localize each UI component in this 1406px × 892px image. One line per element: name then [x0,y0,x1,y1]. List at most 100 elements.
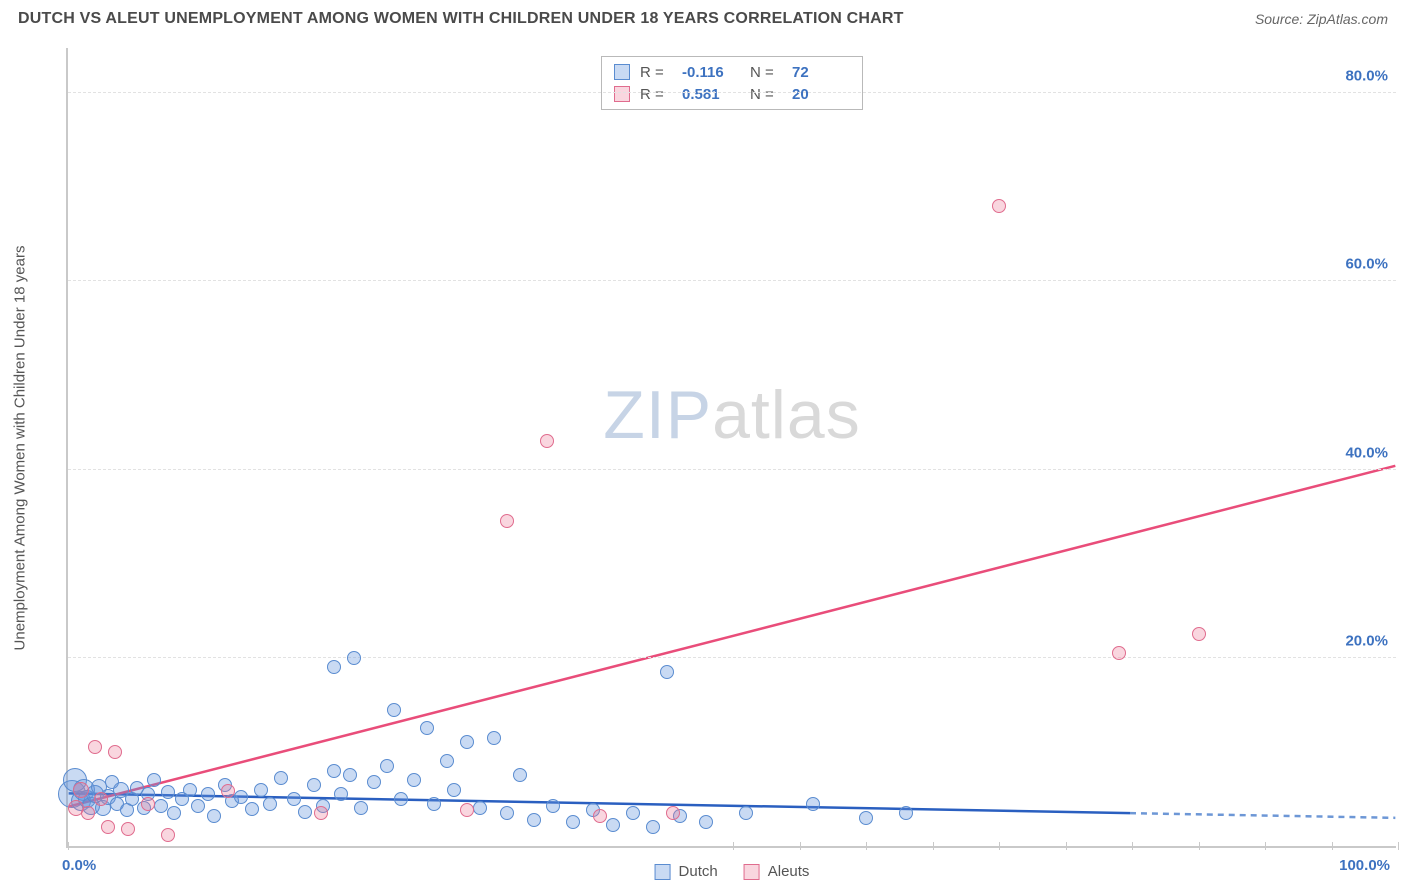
gridline [68,92,1396,93]
r-label: R = [640,64,672,81]
legend-item-dutch: Dutch [655,863,718,880]
dutch-point [161,785,175,799]
x-tick-label: 0.0% [62,857,96,874]
dutch-point [806,797,820,811]
x-tick [999,842,1000,850]
dutch-point [287,792,301,806]
aleuts-point [108,745,122,759]
r-value: 0.581 [682,86,740,103]
dutch-point [191,799,205,813]
aleuts-point [81,806,95,820]
aleuts-point [141,797,155,811]
dutch-point [527,813,541,827]
y-tick-label: 40.0% [1345,444,1388,461]
dutch-point [500,806,514,820]
x-tick [1199,842,1200,850]
dutch-legend-swatch [655,864,671,880]
aleuts-point [540,434,554,448]
dutch-point [513,768,527,782]
n-value: 72 [792,64,850,81]
aleuts-point [73,782,89,798]
plot-container: Unemployment Among Women with Children U… [50,48,1390,848]
dutch-point [207,809,221,823]
aleuts-point [666,806,680,820]
legend-item-aleuts: Aleuts [744,863,810,880]
aleuts-point [1192,627,1206,641]
stats-box: R =-0.116N =72R =0.581N =20 [601,56,863,110]
y-tick-label: 60.0% [1345,256,1388,273]
dutch-point [263,797,277,811]
regression-lines [68,48,1396,846]
dutch-point [407,773,421,787]
dutch-point [367,775,381,789]
aleuts-legend-swatch [744,864,760,880]
chart-header: DUTCH VS ALEUT UNEMPLOYMENT AMONG WOMEN … [0,0,1406,34]
x-tick [1132,842,1133,850]
x-tick [1265,842,1266,850]
x-tick [866,842,867,850]
gridline [68,280,1396,281]
x-tick [800,842,801,850]
x-tick [1398,842,1399,850]
dutch-point [307,778,321,792]
dutch-point [245,802,259,816]
watermark-right: atlas [712,377,861,453]
r-label: R = [640,86,672,103]
dutch-point [387,703,401,717]
dutch-point [447,783,461,797]
gridline [68,469,1396,470]
dutch-point [334,787,348,801]
dutch-point [626,806,640,820]
x-tick [68,842,69,850]
stats-row-dutch: R =-0.116N =72 [614,61,850,83]
y-tick-label: 20.0% [1345,632,1388,649]
legend-label: Aleuts [768,863,810,880]
n-label: N = [750,64,782,81]
watermark: ZIPatlas [603,376,860,454]
dutch-point [147,773,161,787]
dutch-point [234,790,248,804]
aleuts-point [121,822,135,836]
dutch-point [487,731,501,745]
aleuts-swatch [614,86,630,102]
aleuts-point [593,809,607,823]
aleuts-point [161,828,175,842]
dutch-point [327,764,341,778]
dutch-point [183,783,197,797]
aleuts-point [221,784,235,798]
dutch-point [154,799,168,813]
chart-source: Source: ZipAtlas.com [1255,11,1388,27]
dutch-point [739,806,753,820]
dutch-point [546,799,560,813]
aleuts-point [460,803,474,817]
dutch-point [274,771,288,785]
dutch-point [566,815,580,829]
dutch-point [473,801,487,815]
dutch-point [427,797,441,811]
dutch-point [327,660,341,674]
x-tick [1066,842,1067,850]
x-tick [733,842,734,850]
stats-row-aleuts: R =0.581N =20 [614,83,850,105]
x-tick [1332,842,1333,850]
aleuts-point [94,792,108,806]
dutch-point [343,768,357,782]
gridline [68,657,1396,658]
aleuts-point [101,820,115,834]
dutch-point [254,783,268,797]
dutch-point [380,759,394,773]
scatter-plot: ZIPatlas R =-0.116N =72R =0.581N =20 Dut… [66,48,1396,848]
dutch-point [440,754,454,768]
aleuts-point [992,199,1006,213]
dutch-point [201,787,215,801]
n-label: N = [750,86,782,103]
legend-label: Dutch [679,863,718,880]
legend: Dutch Aleuts [655,863,810,880]
watermark-left: ZIP [603,377,712,453]
dutch-point [167,806,181,820]
dutch-point [394,792,408,806]
dutch-point [298,805,312,819]
y-tick-label: 80.0% [1345,68,1388,85]
dutch-point [606,818,620,832]
dutch-point [660,665,674,679]
